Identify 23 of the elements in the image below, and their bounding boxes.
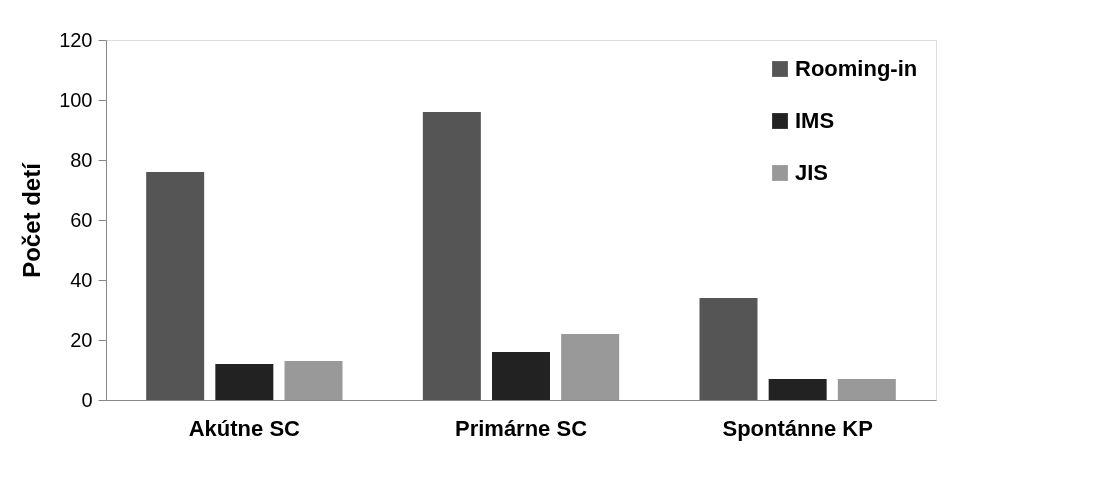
y-axis-title: Počet detí [18,161,46,278]
bar [215,364,274,400]
bar [561,334,620,400]
y-tick-label: 80 [70,148,93,171]
y-tick-label: 100 [59,88,93,111]
bar [146,172,205,400]
bar [492,352,550,400]
bar [284,361,343,400]
x-tick-label: Primárne SC [454,415,588,441]
legend-label: IMS [795,108,835,133]
bar [699,298,758,400]
legend-label: JIS [795,160,829,185]
y-tick-label: 120 [59,28,93,51]
bar [422,112,481,400]
y-tick-label: 20 [70,328,93,351]
y-tick-label: 60 [70,208,93,231]
y-tick-label: 0 [81,388,93,411]
legend-label: Rooming-in [795,56,918,81]
x-tick-label: Spontánne KP [722,415,873,441]
y-tick-label: 40 [70,268,93,291]
bar [837,379,896,400]
x-tick-label: Akútne SC [188,415,301,441]
bar [768,379,827,400]
